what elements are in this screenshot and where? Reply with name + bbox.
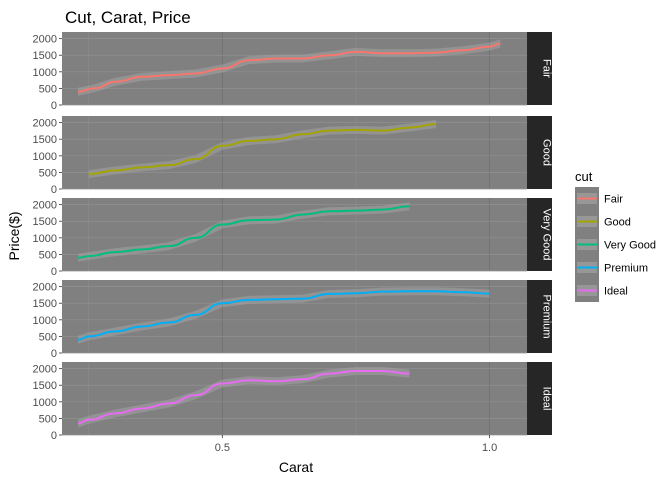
- series-line-good: [88, 122, 437, 176]
- y-tick-label: 0: [51, 430, 57, 442]
- facet-strip-label: Very Good: [541, 209, 553, 261]
- legend-item-premium: Premium: [575, 256, 648, 279]
- y-tick-label: 1000: [33, 151, 57, 163]
- panel-background: [62, 116, 527, 189]
- y-axis-title: Price($): [6, 211, 22, 260]
- y-tick-label: 1000: [33, 233, 57, 245]
- y-tick-label: 500: [39, 167, 57, 179]
- y-tick-label: 2000: [33, 34, 57, 46]
- y-tick-label: 1500: [33, 134, 57, 146]
- y-tick-label: 1500: [33, 50, 57, 62]
- facet-panel-good: 0 500 1000 1500 2000 Good: [33, 116, 553, 196]
- y-tick-label: 2000: [33, 118, 57, 130]
- y-tick-label: 0: [51, 184, 57, 196]
- y-tick-label: 1000: [33, 315, 57, 327]
- y-tick-label: 500: [39, 331, 57, 343]
- panel-background: [62, 32, 527, 105]
- y-tick-label: 2000: [33, 200, 57, 212]
- legend: cut Fair Good Very Good Premium Ideal: [575, 169, 656, 302]
- y-tick-label: 500: [39, 413, 57, 425]
- facet-panel-ideal: 0 500 1000 1500 2000 Ideal: [33, 362, 553, 442]
- x-axis: 0.5 1.0: [215, 435, 497, 454]
- series-line-ideal: [77, 369, 410, 425]
- y-tick-label: 0: [51, 100, 57, 112]
- facet-strip: [527, 280, 552, 353]
- facet-panel-fair: 0 500 1000 1500 2000 Fair: [33, 32, 553, 112]
- series-line-premium: [77, 290, 490, 341]
- y-tick-label: 500: [39, 249, 57, 261]
- y-tick-label: 1000: [33, 67, 57, 79]
- y-tick-label: 1500: [33, 216, 57, 228]
- facet-panel-premium: 0 500 1000 1500 2000 Premium: [33, 280, 553, 360]
- facet-strip-label: Good: [541, 139, 553, 166]
- facet-strip-label: Ideal: [541, 387, 553, 411]
- facet-panels: 0 500 1000 1500 2000 Fair 0 500 1000 1500 2000 Good…: [33, 32, 553, 442]
- legend-label: Good: [604, 217, 631, 229]
- x-tick-label: 0.5: [215, 442, 230, 454]
- y-tick-label: 500: [39, 83, 57, 95]
- legend-item-fair: Fair: [575, 187, 623, 210]
- facet-strip: [527, 32, 552, 105]
- legend-label: Ideal: [604, 286, 628, 298]
- legend-title: cut: [575, 169, 593, 184]
- y-tick-label: 1500: [33, 380, 57, 392]
- legend-item-very-good: Very Good: [575, 233, 656, 256]
- series-line-fair: [78, 42, 501, 93]
- series-line-very-good: [78, 205, 410, 259]
- y-tick-label: 1500: [33, 298, 57, 310]
- panel-background: [62, 198, 527, 271]
- y-tick-label: 0: [51, 266, 57, 278]
- y-tick-label: 0: [51, 348, 57, 360]
- x-axis-title: Carat: [279, 459, 313, 475]
- y-tick-label: 1000: [33, 397, 57, 409]
- legend-label: Fair: [604, 194, 623, 206]
- facet-strip-label: Premium: [541, 294, 553, 338]
- confidence-band: [78, 366, 410, 428]
- facet-strip-label: Fair: [541, 59, 553, 78]
- legend-item-good: Good: [575, 210, 631, 233]
- chart-title: Cut, Carat, Price: [65, 8, 191, 27]
- panel-background: [62, 362, 527, 435]
- facet-strip: [527, 198, 552, 271]
- y-tick-label: 2000: [33, 282, 57, 294]
- facet-panel-very-good: 0 500 1000 1500 2000 Very Good: [33, 198, 553, 278]
- legend-label: Very Good: [604, 240, 656, 252]
- facet-strip: [527, 116, 552, 189]
- facet-strip: [527, 362, 552, 435]
- x-tick-label: 1.0: [482, 442, 497, 454]
- y-tick-label: 2000: [33, 364, 57, 376]
- legend-label: Premium: [604, 263, 648, 275]
- legend-item-ideal: Ideal: [575, 279, 628, 302]
